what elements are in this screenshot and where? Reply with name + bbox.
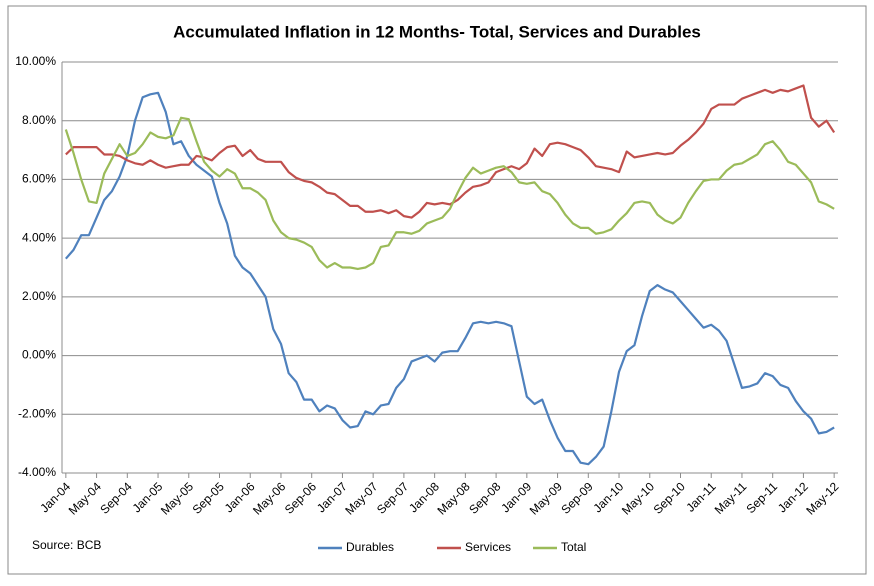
- legend-label: Total: [561, 540, 586, 554]
- y-tick-label: -4.00%: [18, 465, 56, 479]
- chart-border: [7, 5, 867, 575]
- series-line: [64, 116, 835, 271]
- y-tick-label: 6.00%: [22, 172, 56, 186]
- y-tick-label: 4.00%: [22, 230, 56, 244]
- series-line: [65, 91, 835, 466]
- chart-title: Accumulated Inflation in 12 Months- Tota…: [173, 22, 701, 41]
- legend-label: Services: [465, 540, 511, 554]
- y-tick-label: 8.00%: [22, 113, 56, 127]
- legend-label: Durables: [346, 540, 394, 554]
- series-line: [65, 84, 836, 219]
- source-note: Source: BCB: [32, 538, 101, 552]
- y-tick-label: 0.00%: [22, 348, 56, 362]
- y-tick-label: 10.00%: [15, 54, 56, 68]
- y-tick-label: -2.00%: [18, 406, 56, 420]
- y-tick-label: 2.00%: [22, 289, 56, 303]
